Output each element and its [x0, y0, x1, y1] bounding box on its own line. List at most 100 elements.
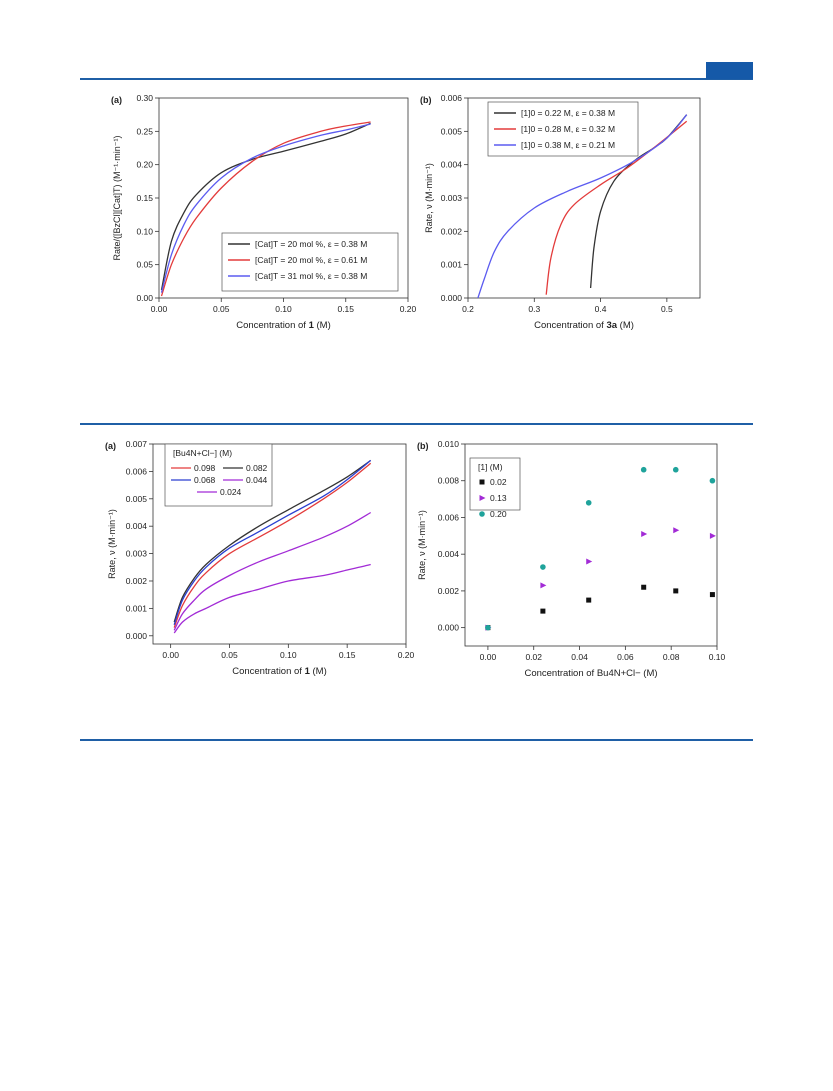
panel-label: (b)	[417, 441, 429, 451]
legend-title: [Bu4N+Cl−] (M)	[173, 448, 232, 458]
series-group	[160, 121, 371, 297]
y-tick-label: 0.006	[441, 93, 463, 103]
chart-bottom-a: 0.00 0.05 0.10 0.15 0.20 0.000 0.001 0.002 0.003…	[105, 439, 415, 677]
y-tick-label: 0.008	[438, 476, 460, 486]
panel-label: (a)	[111, 95, 122, 105]
y-tick-label: 0.005	[126, 494, 148, 504]
series-line	[173, 563, 371, 634]
x-tick-label: 0.4	[595, 304, 607, 314]
y-tick-label: 0.004	[438, 549, 460, 559]
x-tick-label: 0.02	[525, 652, 542, 662]
y-tick-label: 0.10	[136, 226, 153, 236]
legend-label: [1]0 = 0.28 M, ε = 0.32 M	[521, 124, 615, 134]
y-tick-label: 0.000	[441, 293, 463, 303]
x-axis-label: Concentration of 1 (M)	[236, 320, 331, 331]
y-tick-label: 0.002	[438, 586, 460, 596]
x-tick-label: 0.05	[213, 304, 230, 314]
y-tick-label: 0.010	[438, 439, 460, 449]
chart-top-b: 0.2 0.3 0.4 0.5 0.000 0.001 0.002 0.003 0.004 0.0…	[0, 0, 833, 340]
y-tick-label: 0.004	[126, 521, 148, 531]
header-tab	[706, 62, 753, 79]
y-tick-label: 0.005	[441, 126, 463, 136]
y-tick-label: 0.002	[441, 226, 463, 236]
data-point	[709, 592, 715, 598]
x-tick-label: 0.2	[462, 304, 474, 314]
y-tick-label: 0.15	[136, 193, 153, 203]
y-tick-label: 0.00	[136, 293, 153, 303]
data-point	[540, 564, 546, 570]
y-tick-label: 0.001	[126, 603, 148, 613]
y-tick-label: 0.006	[126, 466, 148, 476]
y-tick-label: 0.007	[126, 439, 148, 449]
x-tick-label: 0.04	[571, 652, 588, 662]
data-point	[673, 588, 679, 594]
header-rule	[80, 78, 753, 80]
data-point	[540, 582, 547, 589]
data-point	[585, 499, 592, 506]
series-group	[173, 459, 372, 634]
x-tick-label: 0.10	[709, 652, 726, 662]
legend-label: [1]0 = 0.38 M, ε = 0.21 M	[521, 140, 615, 150]
series-line	[173, 459, 372, 623]
series-line	[173, 459, 372, 626]
y-tick-label: 0.25	[136, 126, 153, 136]
legend-label: 0.068	[194, 475, 216, 485]
y-tick-label: 0.004	[441, 160, 463, 170]
x-tick-label: 0.05	[221, 650, 238, 660]
legend-box	[164, 443, 273, 507]
y-axis-label: Rate, ν (M·min⁻¹)	[417, 510, 427, 580]
panel-label: (a)	[105, 441, 116, 451]
legend-label: 0.20	[490, 509, 507, 519]
x-tick-label: 0.3	[528, 304, 540, 314]
x-tick-label: 0.06	[617, 652, 634, 662]
x-tick-label: 0.15	[339, 650, 356, 660]
chart-bottom-b: 0.00 0.02 0.04 0.06 0.08 0.10 0.000 0.002 0.004 0…	[417, 439, 726, 679]
series-line	[173, 511, 372, 631]
data-point	[641, 530, 648, 537]
data-point	[540, 608, 546, 614]
legend-label: 0.024	[220, 487, 242, 497]
legend-label: [1]0 = 0.22 M, ε = 0.38 M	[521, 108, 615, 118]
data-point	[673, 527, 680, 534]
series-group	[477, 114, 688, 299]
legend-label: 0.082	[246, 463, 268, 473]
divider-rule-1	[80, 423, 753, 425]
series-line	[160, 122, 371, 291]
data-point	[586, 597, 592, 603]
data-point	[485, 624, 491, 631]
x-tick-label: 0.00	[480, 652, 497, 662]
data-point	[709, 477, 716, 484]
y-tick-label: 0.001	[441, 260, 463, 270]
y-tick-label: 0.30	[136, 93, 153, 103]
x-tick-label: 0.00	[151, 304, 168, 314]
legend-label: [Cat]T = 31 mol %, ε = 0.38 M	[255, 271, 367, 281]
series-line	[160, 123, 371, 293]
legend-marker	[479, 511, 485, 517]
y-tick-label: 0.000	[126, 631, 148, 641]
legend-title: [1] (M)	[478, 462, 503, 472]
y-tick-label: 0.002	[126, 576, 148, 586]
x-tick-label: 0.10	[275, 304, 292, 314]
x-tick-label: 0.5	[661, 304, 673, 314]
data-point	[640, 466, 647, 473]
data-point	[709, 532, 716, 539]
legend-label: [Cat]T = 20 mol %, ε = 0.38 M	[255, 239, 367, 249]
x-tick-label: 0.15	[337, 304, 354, 314]
series-line	[160, 121, 371, 297]
y-tick-label: 0.006	[438, 512, 460, 522]
y-axis-label: Rate, ν (M·min⁻¹)	[107, 509, 117, 579]
plot-frame	[152, 443, 407, 645]
legend-label: [Cat]T = 20 mol %, ε = 0.61 M	[255, 255, 367, 265]
y-tick-label: 0.000	[438, 623, 460, 633]
legend-box	[469, 457, 521, 511]
y-tick-label: 0.003	[126, 549, 148, 559]
y-axis-label: Rate, ν (M·min⁻¹)	[424, 163, 434, 233]
x-tick-label: 0.20	[400, 304, 417, 314]
panel-label: (b)	[420, 95, 432, 105]
data-point	[586, 558, 593, 565]
legend-label: 0.13	[490, 493, 507, 503]
plot-frame	[464, 443, 718, 647]
legend-marker	[479, 479, 485, 485]
x-tick-label: 0.00	[162, 650, 179, 660]
x-tick-label: 0.10	[280, 650, 297, 660]
